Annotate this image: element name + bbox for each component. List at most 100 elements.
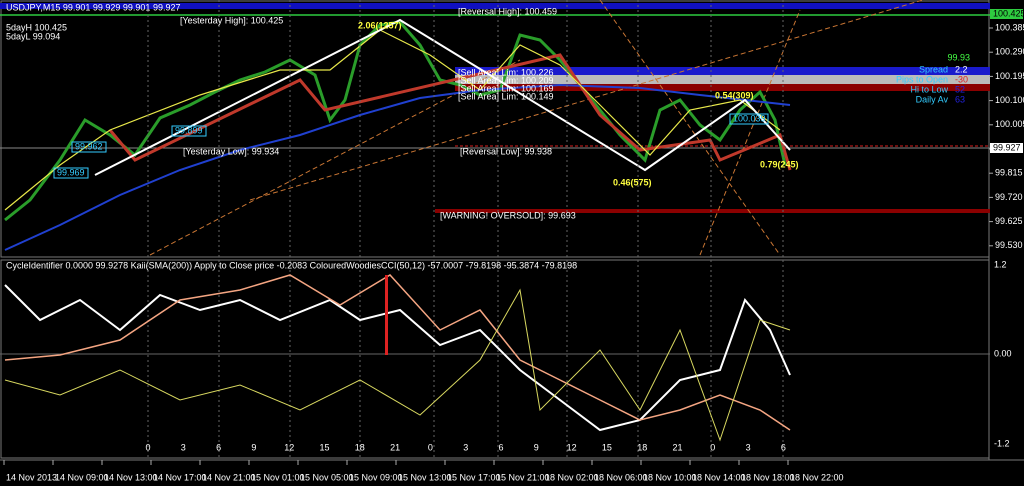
kaii-line xyxy=(4,288,791,442)
sell-zone xyxy=(455,67,990,75)
level-label: [Sell Area] Lim: 100.209 xyxy=(458,75,554,85)
price-trace xyxy=(4,20,787,222)
current-price-marker xyxy=(990,143,1023,153)
cycle-label: 3 xyxy=(746,442,751,452)
info-value: 63 xyxy=(955,94,965,104)
zigzag-label: 0.54(309) xyxy=(715,90,754,100)
channel-line xyxy=(249,0,925,201)
price-label: 100.290 xyxy=(995,47,1024,57)
level-label: [Sell Area] Lim: 100.169 xyxy=(458,83,554,93)
cycle-label: 15 xyxy=(319,442,329,452)
cycle-label: 3 xyxy=(181,442,186,452)
time-label: 15 Nov 09:00 xyxy=(349,472,403,482)
sell-zone xyxy=(455,75,990,84)
oversold-line xyxy=(435,209,990,213)
box-label: 100.039 xyxy=(733,113,766,123)
sell-zone xyxy=(455,84,990,91)
cycle-label: 6 xyxy=(498,442,503,452)
time-label: 18 Nov 02:00 xyxy=(545,472,599,482)
price-label: 99.815 xyxy=(995,168,1023,178)
time-label: 15 Nov 05:00 xyxy=(300,472,354,482)
sub-axis-label: 1.2 xyxy=(994,259,1007,269)
info-panel: Spread 2.2 Pips to Open -30 Hi to Low 52 Daily… xyxy=(896,64,968,104)
high-marker-label: 100.425 xyxy=(993,8,1024,18)
cycle-label: 15 xyxy=(602,442,612,452)
zigzag-label: 0.79(245) xyxy=(760,159,799,169)
channel-line xyxy=(599,0,781,256)
level-label: [Sell Area] Lim: 100.149 xyxy=(458,91,554,101)
cycle-label: 12 xyxy=(567,442,577,452)
price-label: 100.385 xyxy=(995,22,1024,32)
time-label: 15 Nov 17:00 xyxy=(447,472,501,482)
info-label: Hi to Low xyxy=(910,84,948,94)
time-label: 14 Nov 09:00 xyxy=(55,472,109,482)
time-label: 14 Nov 21:00 xyxy=(202,472,256,482)
cycle-label: 9 xyxy=(251,442,256,452)
cycle-label: 0 xyxy=(428,442,433,452)
cycle-label: 0 xyxy=(145,442,150,452)
cycle-label: 18 xyxy=(637,442,647,452)
time-label: 18 Nov 14:00 xyxy=(692,472,746,482)
moving-average xyxy=(4,29,781,211)
price-label: 99.625 xyxy=(995,216,1023,226)
info-value: -30 xyxy=(955,74,968,84)
time-label: 18 Nov 06:00 xyxy=(594,472,648,482)
sub-window-title: CycleIdentifier 0.0000 99.9278 Kaii(SMA(… xyxy=(6,260,577,270)
cycle-label: 6 xyxy=(216,442,221,452)
price-label: 99.720 xyxy=(995,192,1023,202)
cycle-label: 21 xyxy=(672,442,682,452)
box-labels: 99.969 99.962 99.899 100.039 xyxy=(53,113,769,179)
price-label: 100.005 xyxy=(995,119,1024,129)
zigzag xyxy=(94,18,791,176)
level-label: [Reversal High]: 100.459 xyxy=(458,6,557,16)
indicator-line: 5dayH 100.425 xyxy=(6,22,67,32)
cycle-label: 9 xyxy=(534,442,539,452)
cycle-label: 21 xyxy=(390,442,400,452)
time-label: 15 Nov 21:00 xyxy=(496,472,550,482)
cycle-line xyxy=(4,284,791,432)
cycle-label: 18 xyxy=(355,442,365,452)
cycle-labels: 0 3 6 9 12 15 18 21 0 3 6 9 12 15 18 21 0 3 6 xyxy=(145,442,785,452)
box-label: 99.962 xyxy=(75,141,103,151)
level-label: [Reversal Low]: 99.938 xyxy=(460,146,552,156)
zigzag-label: 2.06(1257) xyxy=(358,20,402,30)
level-label: [Yesterday High]: 100.425 xyxy=(180,15,283,25)
price-trace xyxy=(108,53,792,171)
info-label: Daily Av xyxy=(916,94,949,104)
info-price: 99.93 xyxy=(947,52,970,62)
time-label: 15 Nov 01:00 xyxy=(251,472,305,482)
info-label: Pips to Open xyxy=(896,74,948,84)
box-label: 99.899 xyxy=(175,125,203,135)
time-label: 18 Nov 22:00 xyxy=(790,472,844,482)
cycle-label: 0 xyxy=(710,442,715,452)
sub-axis-label: 0.00 xyxy=(994,348,1012,358)
info-label: Spread xyxy=(919,64,948,74)
time-label: 14 Nov 13:00 xyxy=(104,472,158,482)
time-label: 18 Nov 10:00 xyxy=(643,472,697,482)
symbol-line: USDJPY,M15 99.901 99.929 99.901 99.927 xyxy=(6,2,180,12)
time-label: 14 Nov 2013 xyxy=(6,472,57,482)
sub-axis-label: -1.2 xyxy=(994,438,1010,448)
time-label: 15 Nov 13:00 xyxy=(398,472,452,482)
cycle-label: 12 xyxy=(284,442,294,452)
cycle-spike xyxy=(385,275,388,355)
price-label: 100.195 xyxy=(995,71,1024,81)
reversal-high-band xyxy=(0,3,990,9)
high-marker xyxy=(990,9,1023,19)
price-label: 100.100 xyxy=(995,95,1024,105)
info-value: 52 xyxy=(955,84,965,94)
level-label: [WARNING! OVERSOLD]: 99.693 xyxy=(440,210,576,220)
current-price-label: 99.927 xyxy=(993,142,1021,152)
time-label: 18 Nov 18:00 xyxy=(741,472,795,482)
indicator-line: 5dayL 99.094 xyxy=(6,31,60,41)
cycle-label: 6 xyxy=(781,442,786,452)
info-value: 2.2 xyxy=(955,64,968,74)
time-grid xyxy=(147,0,784,460)
zigzag-label: 0.46(575) xyxy=(613,177,652,187)
level-label: [Sell Area] Lim: 100.226 xyxy=(458,67,554,77)
cci-line xyxy=(4,274,791,431)
price-label: 99.530 xyxy=(995,240,1023,250)
level-label: [Yesterday Low]: 99.934 xyxy=(183,146,279,156)
